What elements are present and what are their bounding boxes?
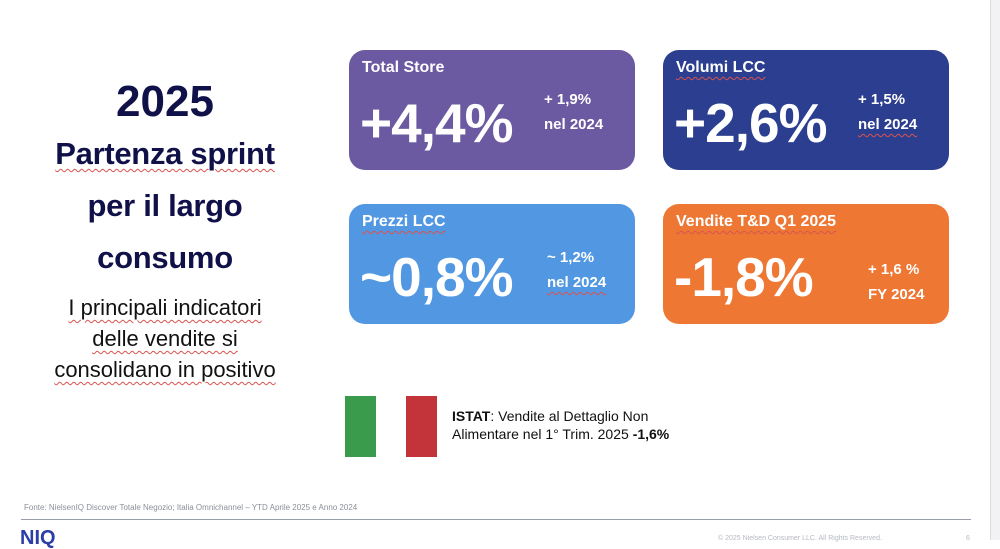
flag-red-stripe bbox=[406, 396, 437, 457]
kpi-card-comparison-period: nel 2024 bbox=[547, 274, 607, 291]
kpi-card-value: ~0,8% bbox=[360, 246, 513, 308]
kpi-card-label: Total Store bbox=[362, 59, 445, 76]
istat-label: ISTAT bbox=[452, 408, 491, 424]
kpi-card-comparison-value: + 1,5% bbox=[858, 91, 906, 108]
kpi-card-comparison-value: ~ 1,2% bbox=[547, 249, 595, 266]
subtitle-line-1: I principali indicatori bbox=[68, 295, 262, 320]
kpi-card-comparison: + 1,9% nel 2024 bbox=[544, 87, 603, 137]
kpi-card-total-store: Total Store +4,4% + 1,9% nel 2024 bbox=[349, 50, 635, 170]
italy-flag-icon bbox=[345, 396, 437, 457]
footer-divider bbox=[21, 519, 971, 520]
kpi-card-comparison: + 1,5% nel 2024 bbox=[858, 87, 917, 137]
headline-title-line-2: per il largo bbox=[87, 188, 243, 223]
istat-note: ISTAT: Vendite al Dettaglio Non Alimenta… bbox=[452, 407, 669, 443]
kpi-card-value: +4,4% bbox=[360, 92, 513, 154]
istat-text-1: : Vendite al Dettaglio Non bbox=[490, 408, 649, 424]
istat-note-line-1: ISTAT: Vendite al Dettaglio Non bbox=[452, 407, 669, 425]
kpi-card-comparison-period: FY 2024 bbox=[868, 286, 925, 303]
istat-note-line-2: Alimentare nel 1° Trim. 2025 -1,6% bbox=[452, 425, 669, 443]
subtitle-line-3: consolidano in positivo bbox=[54, 357, 276, 382]
kpi-card-comparison: + 1,6 % FY 2024 bbox=[868, 257, 924, 307]
subtitle-line-2: delle vendite si bbox=[92, 326, 238, 351]
headline-title-line-1: Partenza sprint bbox=[55, 136, 275, 171]
copyright-text: © 2025 Nielsen Consumer LLC. All Rights … bbox=[718, 535, 882, 542]
kpi-card-label: Vendite T&D Q1 2025 bbox=[676, 213, 837, 230]
kpi-card-vendite-td: Vendite T&D Q1 2025 -1,8% + 1,6 % FY 202… bbox=[663, 204, 949, 324]
kpi-card-label: Prezzi LCC bbox=[362, 213, 446, 230]
page-number: 6 bbox=[966, 535, 970, 542]
kpi-card-label: Volumi LCC bbox=[676, 59, 766, 76]
kpi-card-comparison-period: nel 2024 bbox=[858, 116, 918, 133]
source-note: Fonte: NielsenIQ Discover Totale Negozio… bbox=[24, 503, 358, 512]
kpi-card-comparison-value: + 1,9% bbox=[544, 91, 592, 108]
headline-block: 2025 Partenza sprint per il largo consum… bbox=[20, 76, 310, 385]
kpi-card-comparison-period: nel 2024 bbox=[544, 116, 604, 133]
istat-value: -1,6% bbox=[632, 426, 670, 442]
flag-green-stripe bbox=[345, 396, 376, 457]
headline-subtitle: I principali indicatori delle vendite si… bbox=[20, 292, 310, 385]
kpi-card-comparison: ~ 1,2% nel 2024 bbox=[547, 245, 606, 295]
kpi-card-volumi-lcc: Volumi LCC +2,6% + 1,5% nel 2024 bbox=[663, 50, 949, 170]
kpi-card-prezzi-lcc: Prezzi LCC ~0,8% ~ 1,2% nel 2024 bbox=[349, 204, 635, 324]
window-edge bbox=[990, 0, 1000, 540]
niq-logo: NIQ bbox=[20, 527, 56, 549]
headline-year: 2025 bbox=[116, 77, 214, 126]
kpi-card-value: -1,8% bbox=[674, 246, 814, 308]
headline-title-line-3: consumo bbox=[97, 240, 233, 275]
istat-text-2: Alimentare nel 1° Trim. 2025 bbox=[452, 426, 633, 442]
kpi-card-comparison-value: + 1,6 % bbox=[868, 261, 920, 278]
kpi-card-value: +2,6% bbox=[674, 92, 827, 154]
